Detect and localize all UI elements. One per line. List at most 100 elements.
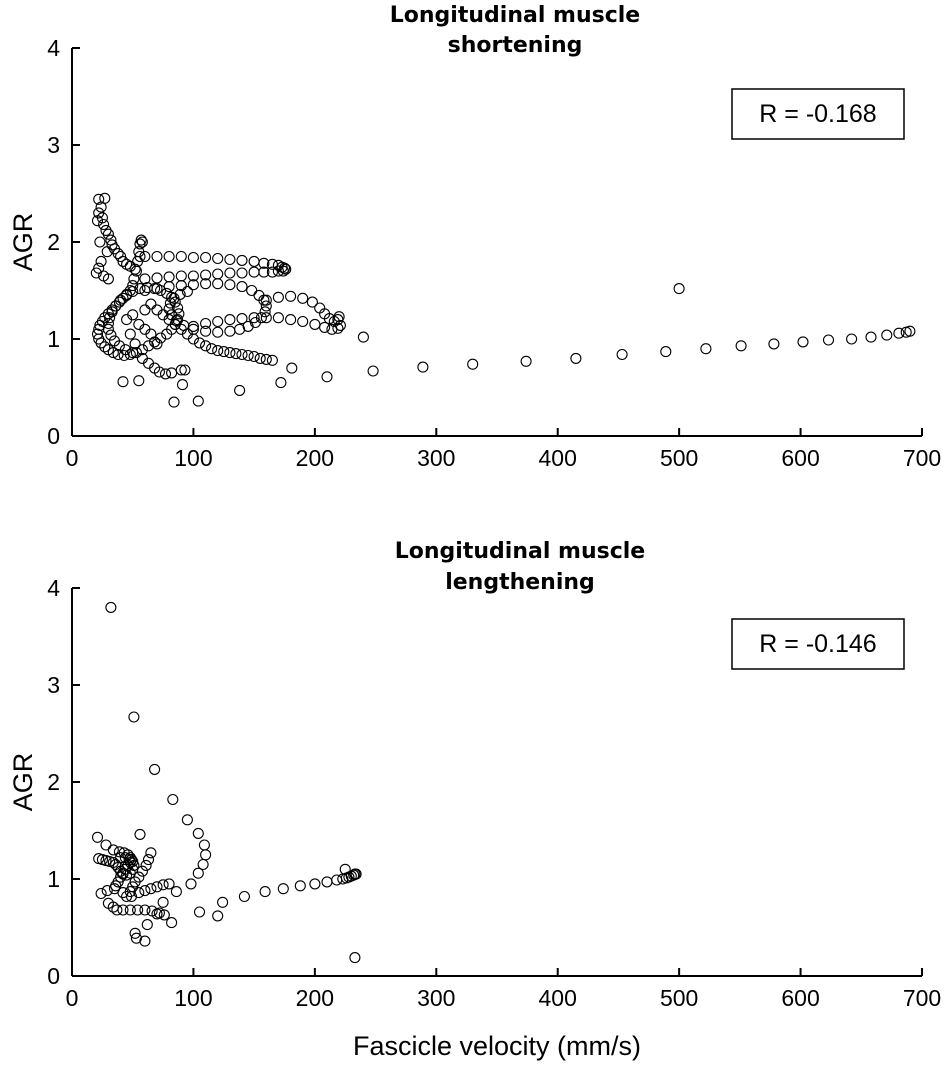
data-points xyxy=(91,601,362,964)
data-point xyxy=(266,354,278,366)
data-point xyxy=(212,278,224,290)
data-point xyxy=(127,285,139,298)
data-point xyxy=(101,246,113,258)
data-point xyxy=(357,331,369,343)
data-point xyxy=(117,904,129,916)
correlation-annotation: R = -0.146 xyxy=(731,618,905,670)
x-tick-label: 0 xyxy=(66,445,79,471)
data-point xyxy=(163,303,175,315)
data-point xyxy=(173,308,185,320)
data-point xyxy=(134,828,146,840)
data-point xyxy=(159,368,172,380)
data-point xyxy=(91,215,104,227)
data-point xyxy=(149,763,161,775)
data-point xyxy=(124,904,136,916)
data-point xyxy=(297,292,309,304)
data-point xyxy=(259,886,271,898)
data-point xyxy=(846,333,858,345)
data-point xyxy=(157,896,169,908)
data-point xyxy=(151,908,163,920)
data-point xyxy=(132,904,144,916)
data-point xyxy=(660,346,672,358)
data-point xyxy=(570,352,582,364)
data-point xyxy=(145,328,157,340)
data-point xyxy=(294,880,306,892)
data-point xyxy=(151,250,163,263)
data-point xyxy=(129,927,141,939)
data-point xyxy=(309,878,321,890)
data-point xyxy=(106,306,118,318)
data-point xyxy=(140,859,152,871)
data-point xyxy=(248,266,260,278)
data-point xyxy=(163,271,175,283)
data-point xyxy=(893,327,905,339)
data-point xyxy=(181,285,193,298)
data-point xyxy=(277,265,289,277)
data-point xyxy=(112,248,124,260)
data-point xyxy=(187,251,199,264)
y-tick-label: 4 xyxy=(47,575,60,601)
data-point xyxy=(272,291,284,303)
data-point xyxy=(198,839,210,851)
data-point xyxy=(157,879,169,891)
data-point xyxy=(272,312,284,324)
x-tick-label: 400 xyxy=(539,445,577,471)
y-tick-label: 1 xyxy=(47,326,60,352)
data-point xyxy=(467,358,479,370)
data-point xyxy=(212,268,224,280)
data-point xyxy=(113,340,125,352)
data-point xyxy=(192,395,204,407)
data-point xyxy=(181,814,193,826)
y-tick-label: 1 xyxy=(47,866,60,892)
y-tick-label: 0 xyxy=(47,963,60,989)
data-point xyxy=(94,236,106,248)
data-point xyxy=(139,250,151,263)
data-point xyxy=(285,314,297,326)
data-point xyxy=(339,863,351,875)
data-point xyxy=(700,343,712,355)
data-point xyxy=(234,323,246,335)
data-point xyxy=(139,904,151,916)
y-axis-label: AGR xyxy=(8,753,38,812)
data-point xyxy=(134,283,146,295)
data-point xyxy=(141,919,153,931)
data-point xyxy=(113,296,125,308)
y-tick-label: 2 xyxy=(47,769,60,795)
data-point xyxy=(135,234,147,246)
data-point xyxy=(179,364,191,376)
x-tick-label: 100 xyxy=(174,445,212,471)
data-point xyxy=(306,296,318,308)
x-axis-label: Fascicle velocity (mm/s) xyxy=(353,1031,641,1061)
data-point xyxy=(224,279,236,291)
data-point xyxy=(236,267,248,279)
data-point xyxy=(236,348,248,361)
y-tick-label: 0 xyxy=(47,423,60,449)
data-point xyxy=(100,839,112,851)
data-point xyxy=(105,601,117,613)
data-point xyxy=(107,347,119,359)
data-point xyxy=(333,311,345,323)
data-point xyxy=(260,300,272,312)
data-point xyxy=(200,251,212,264)
x-tick-label: 200 xyxy=(296,985,334,1011)
data-point xyxy=(102,323,114,335)
data-point xyxy=(212,326,224,338)
data-point xyxy=(349,952,361,964)
data-point xyxy=(117,376,129,388)
data-point xyxy=(234,384,246,396)
data-point xyxy=(321,876,333,888)
data-point xyxy=(248,255,260,267)
data-point xyxy=(95,255,107,267)
data-point xyxy=(735,340,747,352)
x-tick-label: 700 xyxy=(903,985,941,1011)
data-point xyxy=(130,347,142,359)
data-point xyxy=(266,266,278,278)
y-tick-label: 2 xyxy=(47,229,60,255)
axes: 0 100 200 300 400 500 600 700 0 1 2 3 4 xyxy=(47,35,941,471)
data-point xyxy=(155,332,167,344)
data-point xyxy=(139,284,151,297)
data-point xyxy=(212,315,224,328)
x-tick-label: 0 xyxy=(66,985,79,1011)
data-point xyxy=(187,320,199,332)
annotation-box xyxy=(731,88,905,140)
